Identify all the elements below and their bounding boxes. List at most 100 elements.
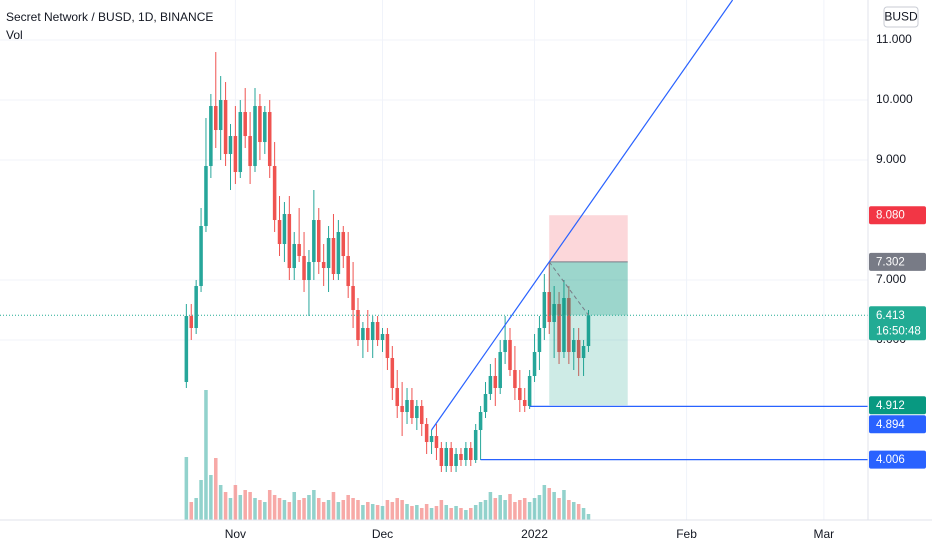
candle-body bbox=[287, 214, 292, 269]
x-tick-label: Dec bbox=[372, 527, 393, 541]
volume-bar bbox=[321, 502, 326, 520]
candle-body bbox=[312, 220, 316, 263]
candle-body bbox=[503, 340, 507, 353]
volume-bar bbox=[552, 492, 556, 520]
currency-label[interactable]: BUSD bbox=[884, 10, 918, 24]
candle-body bbox=[209, 106, 213, 167]
candle-body bbox=[194, 286, 198, 329]
price-badge bbox=[869, 206, 926, 225]
candle-body bbox=[498, 352, 502, 389]
candle-body bbox=[576, 340, 581, 359]
volume-bar bbox=[316, 498, 321, 520]
price-badge-label: 4.006 bbox=[876, 454, 905, 466]
currency-button[interactable] bbox=[883, 6, 919, 28]
volume-bar bbox=[346, 495, 350, 520]
countdown-label: 16:50:48 bbox=[876, 325, 921, 337]
volume-bar bbox=[297, 500, 301, 520]
volume-bar bbox=[258, 500, 262, 520]
candle-body bbox=[218, 100, 223, 131]
volume-bar bbox=[228, 498, 233, 520]
price-badge bbox=[869, 396, 926, 415]
volume-bar bbox=[326, 500, 331, 520]
candle-body bbox=[571, 340, 576, 353]
candle-body bbox=[557, 304, 561, 353]
volume-bar bbox=[287, 502, 292, 520]
volume-bar bbox=[233, 485, 238, 520]
x-tick-label: 2022 bbox=[521, 527, 548, 541]
volume-bar bbox=[194, 498, 198, 520]
volume-bar bbox=[331, 492, 336, 520]
volume-bar bbox=[483, 500, 488, 520]
volume-bar bbox=[375, 505, 380, 520]
volume-bar bbox=[248, 492, 252, 520]
candle-body bbox=[459, 454, 463, 461]
candle-body bbox=[282, 214, 287, 245]
candles bbox=[184, 52, 591, 473]
volume-bar bbox=[567, 500, 571, 520]
candle-body bbox=[410, 400, 414, 419]
candle-body bbox=[248, 136, 252, 167]
volume-bar bbox=[405, 504, 409, 520]
indicator-label: Vol bbox=[6, 28, 23, 42]
candle-body bbox=[361, 328, 365, 341]
candle-body bbox=[272, 166, 277, 221]
price-badge-label: 7.302 bbox=[876, 256, 905, 268]
volume-bar bbox=[473, 505, 478, 520]
volume-bar bbox=[341, 500, 346, 520]
volume-bar bbox=[302, 498, 306, 520]
candle-body bbox=[356, 310, 360, 341]
volume-bar bbox=[282, 500, 287, 520]
candle-body bbox=[336, 232, 341, 275]
volume-bar bbox=[488, 492, 493, 520]
candle-body bbox=[464, 448, 468, 461]
volume-bar bbox=[307, 495, 311, 520]
volume-bar bbox=[267, 490, 272, 520]
candle-body bbox=[444, 448, 449, 467]
volume-bar bbox=[292, 492, 297, 520]
volume-bar bbox=[513, 502, 517, 520]
candle-body bbox=[223, 100, 228, 155]
volume-pane bbox=[184, 390, 591, 520]
price-badge bbox=[869, 415, 926, 434]
candle-body bbox=[513, 370, 517, 389]
candle-body bbox=[567, 298, 571, 353]
volume-bar bbox=[434, 506, 439, 520]
volume-bar bbox=[209, 475, 213, 520]
price-badge bbox=[869, 306, 926, 341]
candle-body bbox=[542, 292, 547, 329]
candle-body bbox=[331, 238, 336, 275]
candle-body bbox=[419, 406, 424, 425]
candle-body bbox=[527, 376, 532, 407]
candle-body bbox=[493, 376, 498, 389]
candle-body bbox=[238, 112, 243, 173]
volume-bar bbox=[184, 457, 189, 520]
volume-bar bbox=[395, 498, 399, 520]
volume-bar bbox=[547, 488, 552, 520]
candle-body bbox=[454, 454, 458, 467]
volume-bar bbox=[586, 514, 591, 520]
candle-body bbox=[316, 220, 321, 263]
volume-bar bbox=[253, 498, 257, 520]
chart-title: Secret Network / BUSD, 1D, BINANCE bbox=[6, 10, 213, 24]
price-badge-label: 8.080 bbox=[876, 210, 905, 222]
volume-bar bbox=[312, 490, 316, 520]
volume-bar bbox=[415, 505, 419, 520]
price-badge-label: 4.894 bbox=[876, 419, 905, 431]
candle-body bbox=[478, 412, 483, 431]
trendline bbox=[431, 0, 734, 431]
candle-body bbox=[263, 112, 267, 143]
volume-bar bbox=[385, 500, 390, 520]
candle-body bbox=[395, 388, 399, 407]
candle-body bbox=[424, 424, 429, 443]
target-zone bbox=[549, 261, 628, 406]
candle-body bbox=[488, 376, 493, 395]
volume-bar bbox=[366, 502, 370, 520]
volume-bar bbox=[498, 495, 502, 520]
candle-body bbox=[552, 304, 556, 323]
candle-body bbox=[547, 292, 552, 323]
candle-body bbox=[184, 316, 189, 383]
volume-bar bbox=[537, 495, 542, 520]
x-tick-label: Mar bbox=[814, 527, 835, 541]
